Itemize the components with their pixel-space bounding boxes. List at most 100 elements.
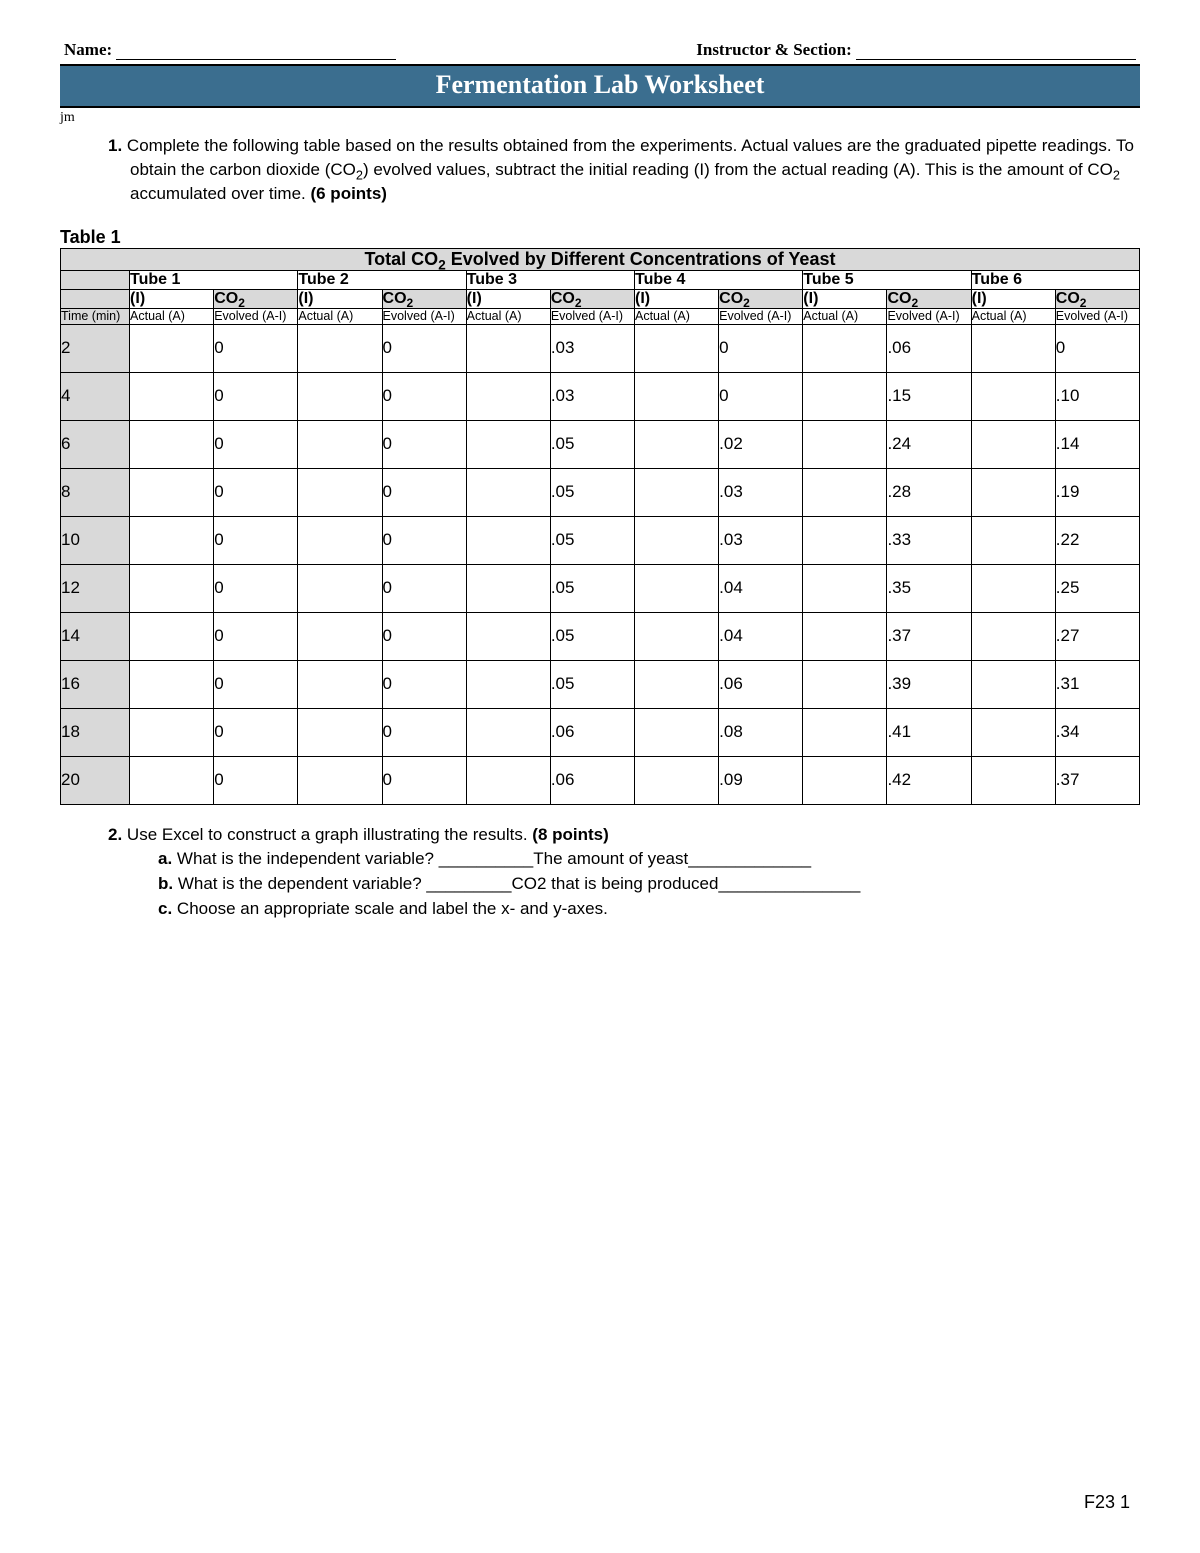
table-title-a: Total CO [365,249,439,269]
data-cell [971,516,1055,564]
q2c-text: Choose an appropriate scale and label th… [177,899,608,918]
data-cell [130,612,214,660]
data-cell: .14 [1055,420,1139,468]
data-cell [634,372,718,420]
data-cell: 0 [382,564,466,612]
data-cell [634,708,718,756]
instructor-blank[interactable] [856,41,1136,60]
data-cell [298,708,382,756]
data-cell: .02 [719,420,803,468]
data-cell: 0 [382,660,466,708]
data-cell: .24 [887,420,971,468]
data-cell: .39 [887,660,971,708]
time-cell: 20 [61,756,130,804]
time-cell: 18 [61,708,130,756]
table-title-row: Total CO2 Evolved by Different Concentra… [61,249,1140,271]
title-bar: Fermentation Lab Worksheet [60,64,1140,108]
data-cell: .05 [550,420,634,468]
time-header: Time (min) [61,309,130,324]
data-cell: .41 [887,708,971,756]
data-cell: .08 [719,708,803,756]
ico-blank [61,290,130,309]
data-cell: 0 [719,324,803,372]
data-cell: 0 [214,708,298,756]
data-cell: .05 [550,660,634,708]
data-cell: 0 [214,420,298,468]
data-cell: .05 [550,468,634,516]
co2-2: CO2 [382,290,466,309]
data-cell [803,708,887,756]
data-cell [466,516,550,564]
data-cell [971,612,1055,660]
data-cell [298,612,382,660]
data-cell [466,612,550,660]
data-cell: .05 [550,516,634,564]
data-cell [971,372,1055,420]
data-cell [803,372,887,420]
data-cell: 0 [382,420,466,468]
time-cell: 8 [61,468,130,516]
q1-sub2: 2 [1113,167,1120,182]
data-cell [803,324,887,372]
tube-header-row: Tube 1 Tube 2 Tube 3 Tube 4 Tube 5 Tube … [61,271,1140,290]
data-cell [803,420,887,468]
data-cell: .28 [887,468,971,516]
data-cell [634,420,718,468]
data-cell [971,660,1055,708]
q1-points: (6 points) [310,184,387,203]
data-cell: 0 [214,324,298,372]
data-cell [971,324,1055,372]
tube-1: Tube 1 [130,271,298,290]
data-cell [298,420,382,468]
data-cell: .37 [1055,756,1139,804]
data-cell [634,516,718,564]
q1-text-c: accumulated over time. [130,184,310,203]
data-cell: 0 [382,756,466,804]
sub-header-row: Time (min) Actual (A) Evolved (A-I) Actua… [61,309,1140,324]
i-4: (I) [634,290,718,309]
data-cell: .06 [887,324,971,372]
question-1: 1. Complete the following table based on… [60,134,1140,205]
data-cell: .05 [550,564,634,612]
data-cell [130,324,214,372]
data-cell: 0 [214,372,298,420]
data-cell [971,468,1055,516]
data-cell: .37 [887,612,971,660]
data-cell [634,756,718,804]
data-cell: .03 [719,516,803,564]
time-cell: 10 [61,516,130,564]
q2-points: (8 points) [532,825,609,844]
i-co2-row: (I)CO2 (I)CO2 (I)CO2 (I)CO2 (I)CO2 (I)CO… [61,290,1140,309]
data-cell [634,612,718,660]
data-cell [466,660,550,708]
a-3: Actual (A) [466,309,550,324]
data-cell: .19 [1055,468,1139,516]
co2-4: CO2 [719,290,803,309]
table-title-b: Evolved by Different Concentrations of Y… [446,249,836,269]
table-title-cell: Total CO2 Evolved by Different Concentra… [61,249,1140,271]
data-cell: .15 [887,372,971,420]
q2c-label: c. [158,899,172,918]
tube-2: Tube 2 [298,271,466,290]
name-blank[interactable] [116,41,396,60]
tube-5: Tube 5 [803,271,971,290]
data-cell [298,324,382,372]
data-cell [466,756,550,804]
data-cell [298,468,382,516]
data-cell [971,708,1055,756]
data-cell: 0 [214,564,298,612]
header-row: Name: Instructor & Section: [60,40,1140,60]
data-cell: .22 [1055,516,1139,564]
data-table: Total CO2 Evolved by Different Concentra… [60,248,1140,804]
data-cell [130,708,214,756]
data-cell: 0 [382,468,466,516]
e-1: Evolved (A-I) [214,309,298,324]
tube-3: Tube 3 [466,271,634,290]
q1-sub1: 2 [356,167,363,182]
data-cell [803,612,887,660]
a-6: Actual (A) [971,309,1055,324]
i-3: (I) [466,290,550,309]
data-cell [298,516,382,564]
table-row: 1400.05.04.37.27 [61,612,1140,660]
data-cell [971,564,1055,612]
